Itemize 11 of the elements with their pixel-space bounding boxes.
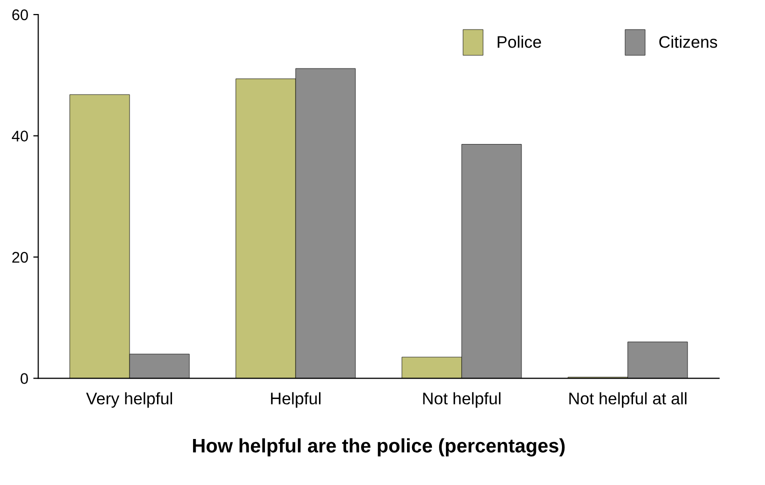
y-tick-label: 0 [20,373,28,384]
x-tick-label: Not helpful at all [569,392,686,408]
y-tick-label: 40 [12,130,28,142]
x-tick-label: Helpful [271,392,320,408]
x-axis-title: How helpful are the police (percentages) [193,438,565,456]
y-tick-label: 60 [12,9,28,20]
x-tick-label: Very helpful [86,392,172,408]
legend-label: Citizens [659,36,718,48]
y-tick-label: 20 [12,252,28,263]
legend-label: Police [498,36,542,48]
x-tick-label: Not helpful [423,392,500,408]
